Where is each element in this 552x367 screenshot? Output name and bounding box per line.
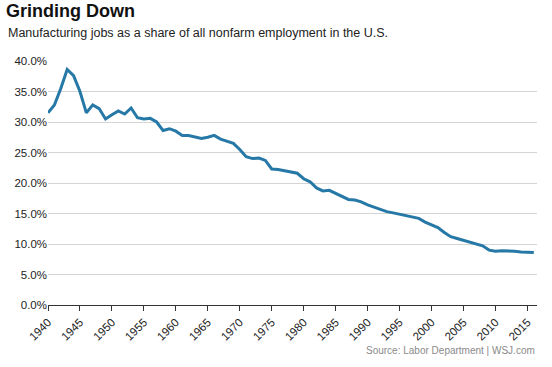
svg-text:2015: 2015 [506,316,533,343]
svg-text:1995: 1995 [378,316,405,343]
svg-text:25.0%: 25.0% [14,147,47,159]
svg-text:1940: 1940 [27,316,54,343]
svg-text:35.0%: 35.0% [14,86,47,98]
svg-text:40.0%: 40.0% [14,55,47,67]
svg-text:15.0%: 15.0% [14,208,47,220]
svg-text:1990: 1990 [347,316,374,343]
svg-text:30.0%: 30.0% [14,116,47,128]
svg-text:5.0%: 5.0% [21,269,47,281]
svg-text:1955: 1955 [123,316,150,343]
svg-text:1945: 1945 [59,316,86,343]
svg-text:1985: 1985 [315,316,342,343]
svg-text:Grinding Down: Grinding Down [6,1,135,21]
svg-text:10.0%: 10.0% [14,238,47,250]
svg-text:1970: 1970 [219,316,246,343]
svg-text:2010: 2010 [474,316,501,343]
svg-text:1965: 1965 [187,316,214,343]
svg-text:2005: 2005 [442,316,469,343]
svg-text:Manufacturing jobs as a share: Manufacturing jobs as a share of all non… [8,26,388,40]
svg-text:1980: 1980 [283,316,310,343]
svg-text:2000: 2000 [410,316,437,343]
svg-text:Source: Labor Department | WSJ: Source: Labor Department | WSJ.com [366,345,535,356]
svg-text:0.0%: 0.0% [21,299,47,311]
svg-text:20.0%: 20.0% [14,177,47,189]
svg-text:1975: 1975 [251,316,278,343]
svg-text:1960: 1960 [155,316,182,343]
svg-text:1950: 1950 [91,316,118,343]
